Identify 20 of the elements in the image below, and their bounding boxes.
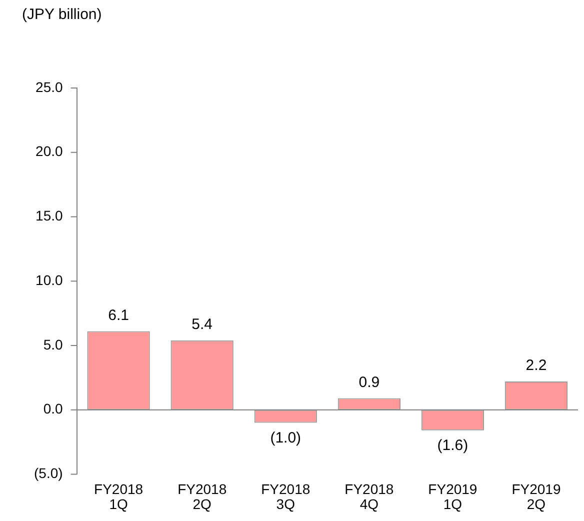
y-tick-label: 10.0 <box>36 272 63 288</box>
data-label: (1.0) <box>270 429 302 446</box>
y-tick-label: 20.0 <box>36 143 63 160</box>
x-tick-label: FY2019 2Q <box>512 480 561 512</box>
y-tick-label: 15.0 <box>36 208 63 224</box>
y-axis-title: (JPY billion) <box>22 6 102 23</box>
y-tick-label: (5.0) <box>34 465 63 482</box>
data-label: 0.9 <box>358 374 380 391</box>
x-tick-label: FY2018 2Q <box>178 480 227 512</box>
data-label: 6.1 <box>108 306 129 324</box>
y-tick-label: 25.0 <box>36 78 63 95</box>
x-tick-label: FY2018 3Q <box>261 480 310 512</box>
data-label: (1.6) <box>437 437 468 454</box>
y-tick-label: 5.0 <box>43 336 63 352</box>
x-tick-label: FY2019 1Q <box>428 480 478 512</box>
y-tick-label: 0.0 <box>43 400 63 417</box>
data-label: 5.4 <box>192 316 213 333</box>
x-tick-label: FY2018 4Q <box>344 480 394 512</box>
x-tick-label: FY2018 1Q <box>94 480 144 512</box>
data-label: 2.2 <box>526 357 547 374</box>
